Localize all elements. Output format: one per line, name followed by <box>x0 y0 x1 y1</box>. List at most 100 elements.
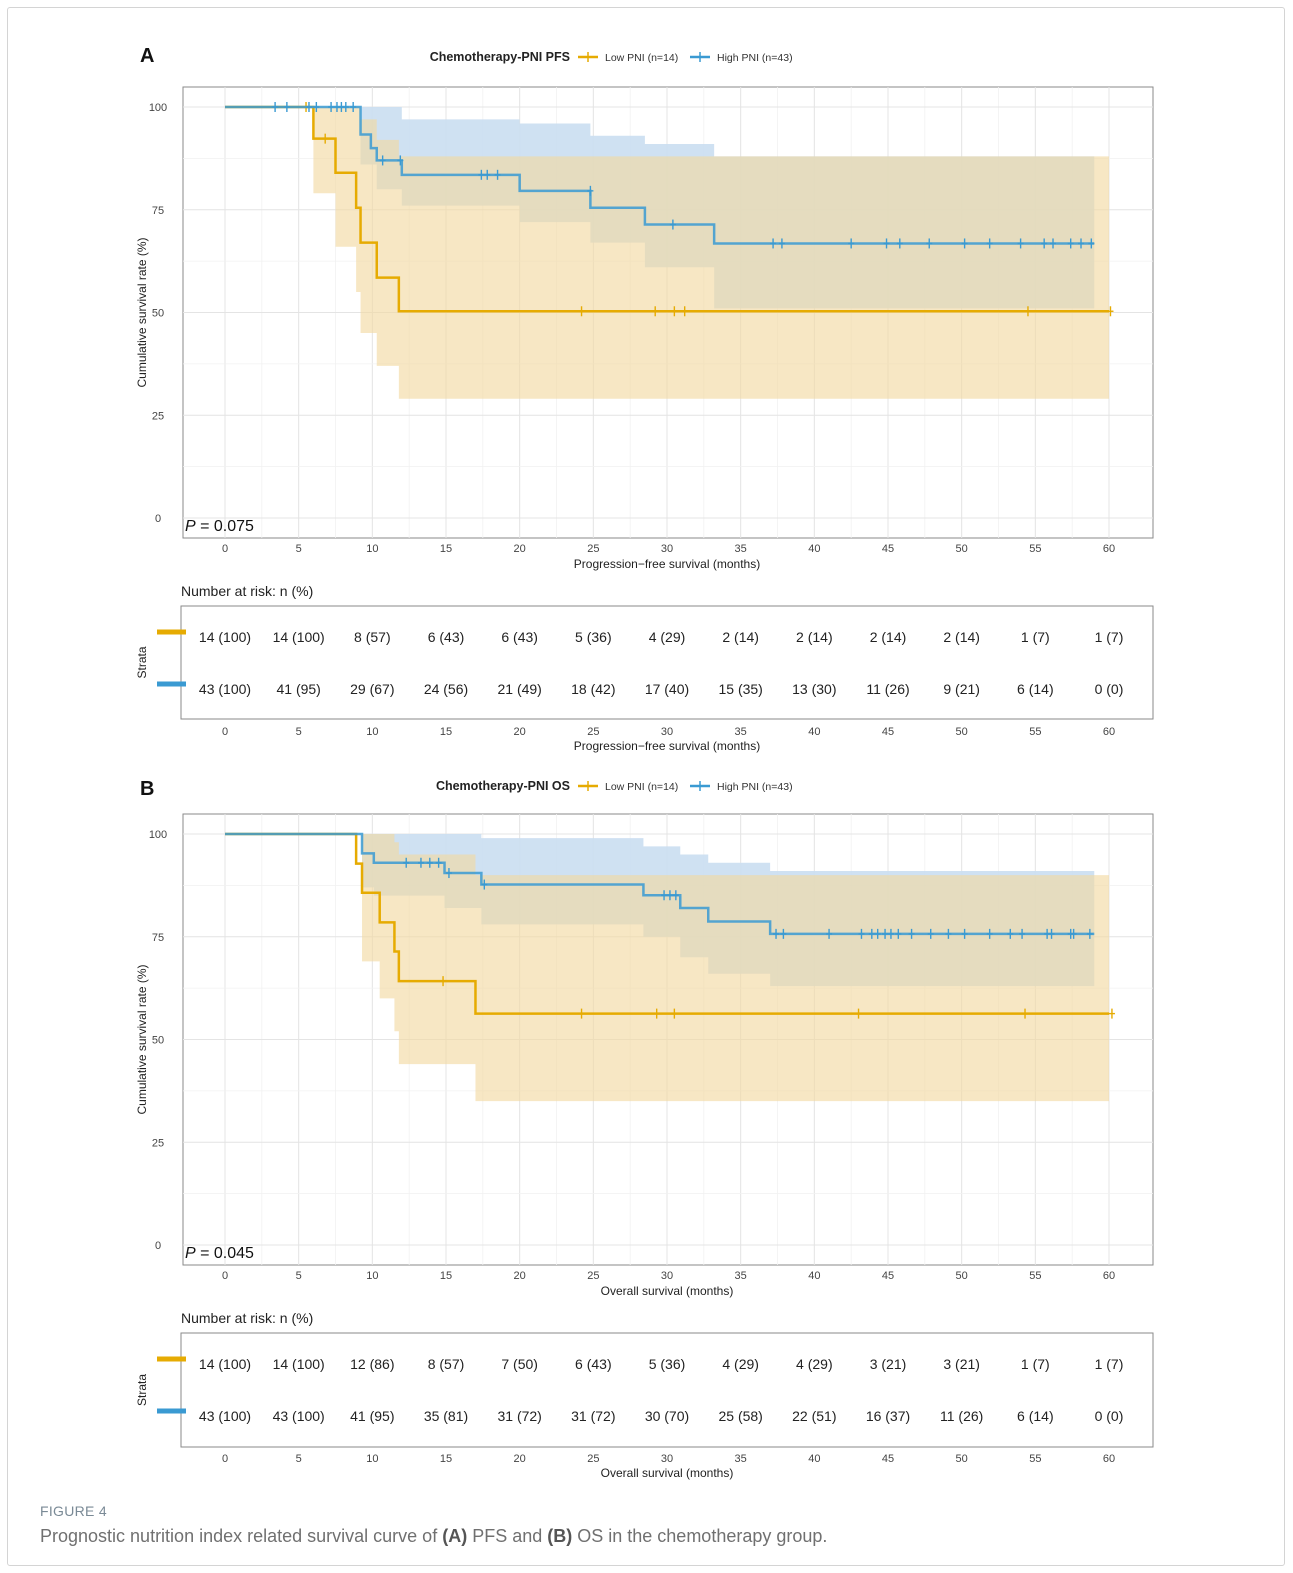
risk-cell: 2 (14) <box>870 629 907 645</box>
risk-x-axis-label: Progression−free survival (months) <box>574 739 760 753</box>
risk-cell: 21 (49) <box>497 681 541 697</box>
risk-x-axis-label: Overall survival (months) <box>601 1466 734 1480</box>
risk-x-tick-label: 5 <box>296 1453 302 1465</box>
risk-cell: 31 (72) <box>571 1408 615 1424</box>
risk-cell: 30 (70) <box>645 1408 689 1424</box>
risk-x-tick-label: 60 <box>1103 726 1115 738</box>
x-tick-label: 10 <box>366 1270 378 1282</box>
risk-cell: 18 (42) <box>571 681 615 697</box>
risk-x-tick-label: 40 <box>808 1453 820 1465</box>
y-tick-label: 100 <box>149 829 167 841</box>
caption-text-1: Prognostic nutrition index related survi… <box>40 1526 443 1546</box>
risk-cell: 15 (35) <box>718 681 762 697</box>
panel-letter: B <box>140 778 154 800</box>
p-value-symbol: P <box>185 1245 196 1262</box>
x-tick-label: 5 <box>296 543 302 555</box>
legend-entry-1: High PNI (n=43) <box>717 781 793 793</box>
risk-cell: 1 (7) <box>1021 1356 1050 1372</box>
p-value-number: = 0.045 <box>196 1245 254 1262</box>
risk-cell: 12 (86) <box>350 1356 394 1372</box>
risk-table-ylabel: Strata <box>135 646 149 678</box>
risk-cell: 2 (14) <box>943 629 980 645</box>
risk-cell: 8 (57) <box>428 1356 465 1372</box>
caption-text-2: PFS and <box>467 1526 548 1546</box>
y-axis-label: Cumulative survival rate (%) <box>135 237 149 387</box>
risk-cell: 6 (14) <box>1017 681 1054 697</box>
x-tick-label: 30 <box>661 543 673 555</box>
y-tick-label: 50 <box>152 308 164 320</box>
risk-cell: 43 (100) <box>273 1408 325 1424</box>
risk-cell: 41 (95) <box>350 1408 394 1424</box>
x-tick-label: 50 <box>956 543 968 555</box>
y-tick-label: 25 <box>152 410 164 422</box>
risk-table-frame <box>180 1332 1154 1448</box>
legend-entry-1: High PNI (n=43) <box>717 52 793 64</box>
risk-cell: 1 (7) <box>1095 629 1124 645</box>
survival-curve-1 <box>225 105 1095 245</box>
y-tick-label: 75 <box>152 932 164 944</box>
caption-panel-a-ref: (A) <box>442 1526 468 1546</box>
x-tick-label: 35 <box>735 543 747 555</box>
survival-curve-0 <box>225 832 1109 1015</box>
x-tick-label: 25 <box>587 543 599 555</box>
x-tick-label: 0 <box>222 1270 228 1282</box>
risk-x-tick-label: 10 <box>366 726 378 738</box>
risk-x-tick-label: 50 <box>956 726 968 738</box>
caption-panel-b-ref: (B) <box>547 1526 573 1546</box>
y-tick-label: 0 <box>155 513 161 525</box>
x-tick-label: 0 <box>222 543 228 555</box>
risk-cell: 24 (56) <box>424 681 468 697</box>
risk-x-tick-label: 10 <box>366 1453 378 1465</box>
risk-x-tick-label: 45 <box>882 1453 894 1465</box>
risk-x-tick-label: 45 <box>882 726 894 738</box>
risk-cell: 6 (43) <box>428 629 465 645</box>
risk-x-tick-label: 35 <box>735 726 747 738</box>
y-tick-label: 0 <box>155 1240 161 1252</box>
p-value: P = 0.045 <box>185 1245 254 1262</box>
risk-cell: 8 (57) <box>354 629 391 645</box>
risk-cell: 17 (40) <box>645 681 689 697</box>
risk-x-tick-label: 55 <box>1029 1453 1041 1465</box>
risk-x-tick-label: 25 <box>587 726 599 738</box>
y-tick-label: 75 <box>152 205 164 217</box>
risk-cell: 16 (37) <box>866 1408 910 1424</box>
risk-table-ylabel: Strata <box>135 1374 149 1406</box>
p-value-number: = 0.075 <box>196 518 254 535</box>
risk-cell: 7 (50) <box>501 1356 538 1372</box>
legend: Chemotherapy-PNI PFS Low PNI (n=14) High P… <box>430 50 793 64</box>
risk-cell: 13 (30) <box>792 681 836 697</box>
risk-cell: 0 (0) <box>1095 681 1124 697</box>
x-tick-label: 40 <box>808 1270 820 1282</box>
x-tick-label: 50 <box>956 1270 968 1282</box>
caption-text-3: OS in the chemotherapy group. <box>572 1526 828 1546</box>
x-tick-label: 15 <box>440 1270 452 1282</box>
x-tick-label: 15 <box>440 543 452 555</box>
survival-curve-1 <box>225 832 1095 936</box>
risk-x-tick-label: 50 <box>956 1453 968 1465</box>
risk-x-tick-label: 0 <box>222 1453 228 1465</box>
risk-cell: 11 (26) <box>940 1408 983 1424</box>
risk-cell: 6 (14) <box>1017 1408 1054 1424</box>
legend-title: Chemotherapy-PNI OS <box>436 779 570 793</box>
risk-cell: 6 (43) <box>575 1356 612 1372</box>
legend: Chemotherapy-PNI OS Low PNI (n=14) High PN… <box>436 779 793 793</box>
panel-letter: A <box>140 45 154 67</box>
risk-cell: 9 (21) <box>943 681 980 697</box>
survival-curve-0 <box>225 105 1109 313</box>
figure-frame <box>7 7 1285 1566</box>
risk-cell: 14 (100) <box>199 629 251 645</box>
risk-table-frame <box>180 605 1154 720</box>
risk-cell: 29 (67) <box>350 681 394 697</box>
risk-cell: 4 (29) <box>796 1356 833 1372</box>
x-tick-label: 55 <box>1029 543 1041 555</box>
risk-cell: 31 (72) <box>497 1408 541 1424</box>
x-tick-label: 25 <box>587 1270 599 1282</box>
x-tick-label: 10 <box>366 543 378 555</box>
figure-caption: Prognostic nutrition index related survi… <box>40 1526 827 1547</box>
y-tick-label: 100 <box>149 102 167 114</box>
risk-cell: 2 (14) <box>796 629 833 645</box>
risk-x-tick-label: 30 <box>661 1453 673 1465</box>
risk-cell: 2 (14) <box>722 629 759 645</box>
risk-x-tick-label: 20 <box>514 726 526 738</box>
